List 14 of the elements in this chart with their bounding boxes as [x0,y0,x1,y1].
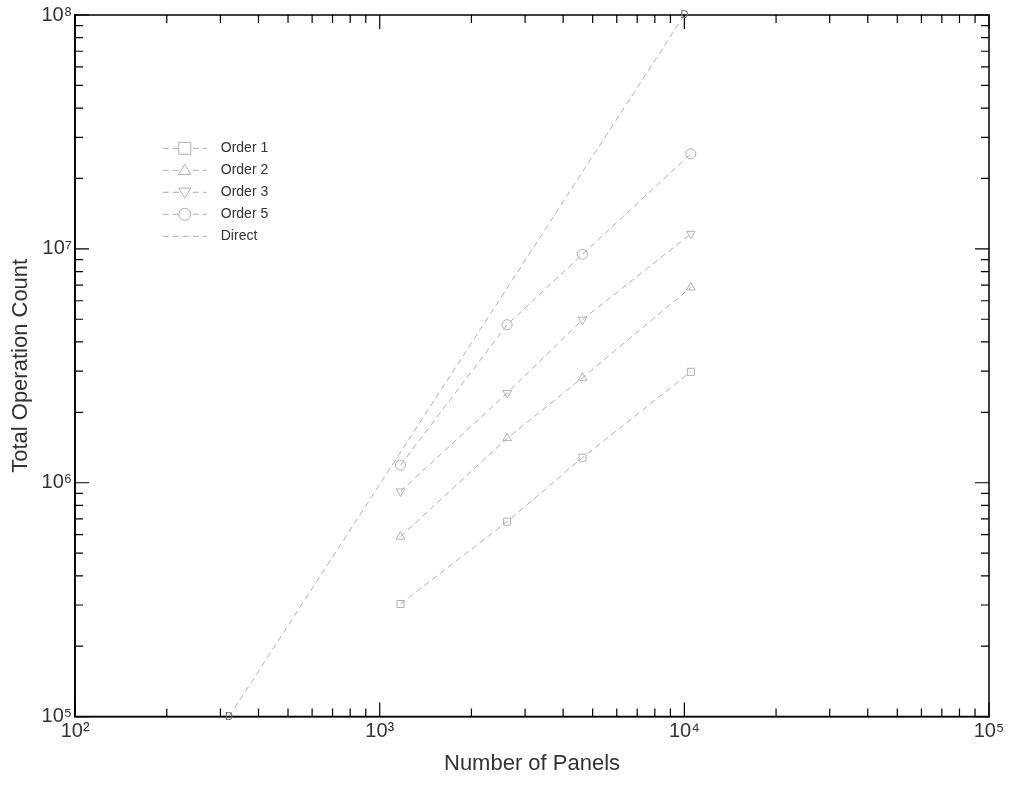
legend-label: Order 1 [220,139,269,156]
legend-label: Direct [220,227,258,244]
x-tick-label: 10⁵ [973,719,1005,742]
y-axis-title: Total Operation Count [7,258,33,473]
y-tick-label: 10⁶ [41,470,73,493]
y-tick-label: 10⁸ [41,2,73,25]
x-tick-label: 10⁴ [668,719,700,742]
legend-label: Order 5 [220,205,269,222]
annotation: D [225,709,233,722]
x-axis-title: Number of Panels [443,749,621,775]
y-tick-label: 10⁷ [42,236,73,259]
x-tick-label: 10³ [365,719,395,742]
legend-label: Order 3 [220,183,269,200]
legend-label: Order 2 [220,161,269,178]
